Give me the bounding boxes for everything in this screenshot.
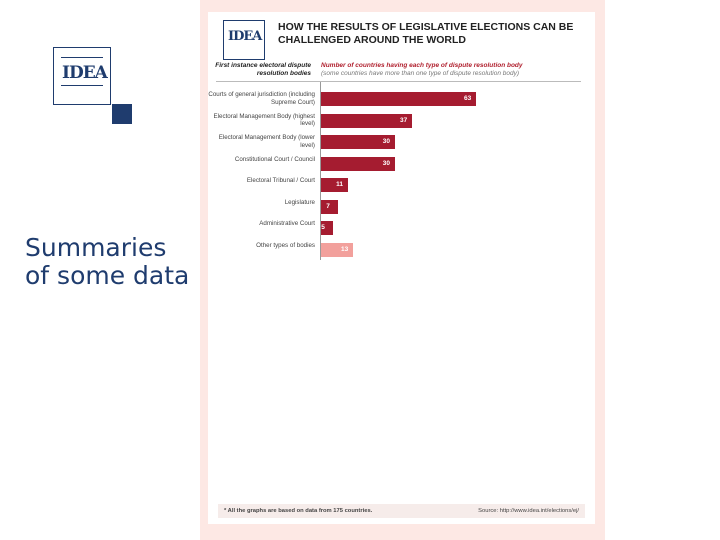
infographic-card: IDEA HOW THE RESULTS OF LEGISLATIVE ELEC… <box>208 12 595 524</box>
footnote: * All the graphs are based on data from … <box>224 508 373 514</box>
category-label: Constitutional Court / Council <box>234 155 315 163</box>
source-link[interactable]: Source: http://www.idea.int/elections/ej… <box>478 508 579 514</box>
footer-bar: * All the graphs are based on data from … <box>218 504 585 518</box>
card-logo-wordmark: IDEA <box>228 29 262 44</box>
bar <box>321 221 334 235</box>
bar <box>321 92 476 106</box>
slide-caption: Summaries of some data <box>25 233 190 290</box>
category-label: Other types of bodies <box>256 241 315 249</box>
bar-value-label: 13 <box>340 245 349 253</box>
logo-rule-bottom <box>61 85 103 86</box>
bar <box>321 113 413 128</box>
category-label: Administrative Court <box>259 220 315 227</box>
bar-value-label: 11 <box>336 181 343 188</box>
bar <box>321 242 353 257</box>
bar-value-label: 7 <box>326 202 330 210</box>
category-label: Electoral Management Body (lower level) <box>218 134 315 149</box>
right-column-header: Number of countries having each type of … <box>321 62 581 78</box>
header-divider <box>216 81 581 82</box>
bar <box>321 178 349 192</box>
bar-value-label: 30 <box>382 159 391 167</box>
category-label: Courts of general jurisdiction (includin… <box>208 91 315 106</box>
bar <box>321 199 339 214</box>
logo-wordmark: IDEA <box>62 63 108 83</box>
logo-rule-top <box>61 57 103 58</box>
bar-value-label: 5 <box>321 224 325 231</box>
category-label: Electoral Management Body (highest level… <box>213 112 315 128</box>
infographic-frame: IDEA HOW THE RESULTS OF LEGISLATIVE ELEC… <box>200 0 605 540</box>
bar <box>321 135 395 149</box>
category-label: Electoral Tribunal / Court <box>246 177 315 184</box>
bar <box>321 156 395 171</box>
infographic-title: HOW THE RESULTS OF LEGISLATIVE ELECTIONS… <box>278 21 574 46</box>
bar-value-label: 63 <box>464 95 472 102</box>
right-column-title: Number of countries having each type of … <box>321 62 523 69</box>
idea-logo-small: IDEA <box>223 20 265 60</box>
chart-axis <box>320 82 321 260</box>
accent-square <box>112 104 132 124</box>
right-column-subtitle: (some countries have more than one type … <box>321 70 520 77</box>
bar-value-label: 30 <box>382 138 391 145</box>
idea-logo: IDEA <box>53 47 111 105</box>
bar-value-label: 37 <box>400 116 408 124</box>
left-column-header: First instance electoral dispute resolut… <box>215 62 311 77</box>
bar-chart: Courts of general jurisdiction (includin… <box>208 12 595 524</box>
category-label: Legislature <box>284 198 315 206</box>
